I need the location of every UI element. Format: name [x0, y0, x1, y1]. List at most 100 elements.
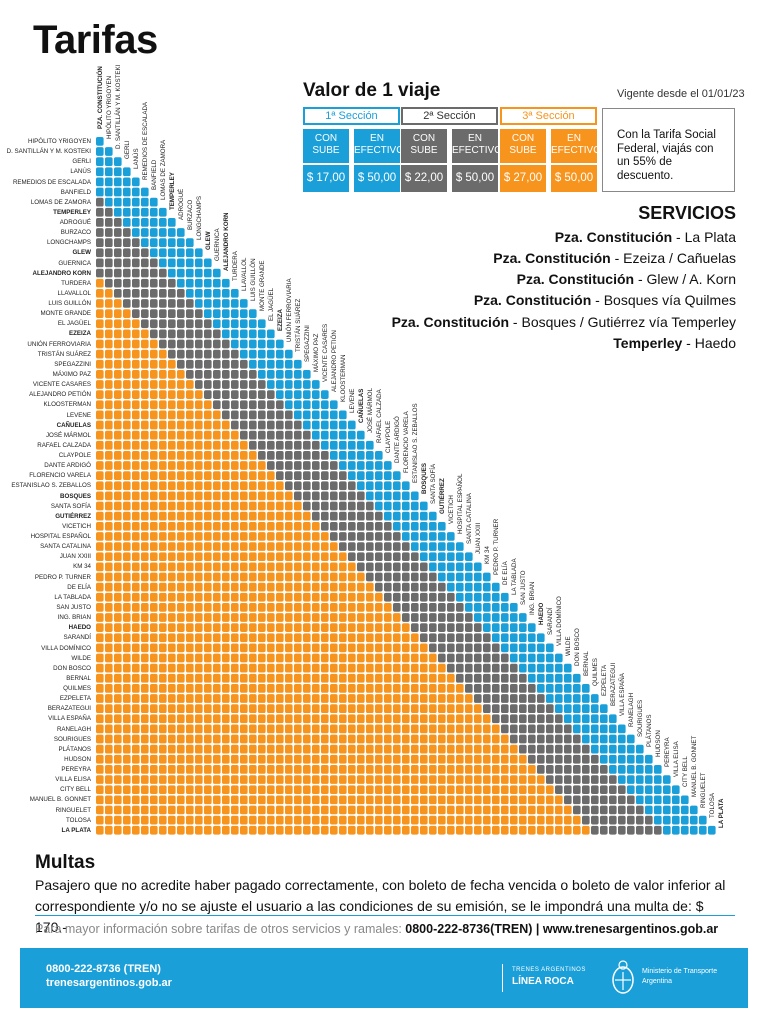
fare-cell: [501, 754, 509, 764]
fare-cell: [339, 552, 347, 562]
fare-cell: [222, 278, 230, 288]
fare-cell: [168, 501, 176, 511]
servicio-item: Pza. Constitución - Glew / A. Korn: [517, 271, 736, 287]
page-title: Tarifas: [33, 18, 158, 62]
fare-cell: [465, 724, 473, 734]
fare-cell: [294, 521, 302, 531]
fare-cell: [483, 684, 491, 693]
fare-cell: [573, 795, 581, 805]
fare-cell: [276, 623, 284, 632]
station-row-label: MANUEL B. GONNET: [29, 796, 91, 804]
fare-cell: [114, 157, 122, 166]
station-row-label: SAN JUSTO: [56, 603, 91, 611]
fare-cell: [330, 400, 338, 410]
station-row-label: TEMPERLEY: [53, 208, 91, 216]
fare-cell: [132, 775, 140, 784]
fare-cell: [240, 309, 248, 318]
fare-cell: [312, 724, 320, 734]
fare-cell: [447, 694, 455, 703]
fare-cell: [105, 815, 113, 825]
fare-cell: [96, 633, 104, 643]
fare-cell: [141, 744, 149, 754]
fare-cell: [96, 137, 104, 146]
fare-cell: [321, 582, 329, 592]
fare-cell: [114, 430, 122, 440]
fare-cell: [375, 724, 383, 734]
fare-cell: [294, 410, 302, 420]
fare-cell: [177, 785, 185, 795]
footer-phone[interactable]: 0800-222-8736 (TREN): [46, 963, 161, 975]
fare-cell: [204, 288, 212, 298]
fare-cell: [123, 775, 131, 784]
fare-cell: [177, 734, 185, 744]
fare-cell: [285, 744, 293, 754]
fare-cell: [123, 167, 131, 177]
fare-cell: [339, 592, 347, 602]
fare-cell: [222, 684, 230, 693]
fare-cell: [213, 329, 221, 339]
station-column-label: VILLA DOMÍNICO: [556, 595, 563, 646]
fare-cell: [618, 734, 626, 744]
fare-cell: [384, 471, 392, 481]
fare-cell: [384, 653, 392, 663]
fare-cell: [393, 602, 401, 612]
fare-cell: [123, 734, 131, 744]
fare-cell: [339, 542, 347, 551]
fare-cell: [330, 704, 338, 714]
fare-cell: [375, 653, 383, 663]
fare-cell: [141, 501, 149, 511]
fare-cell: [393, 704, 401, 714]
fare-cell: [105, 613, 113, 622]
station-row-label: GUERNICA: [58, 259, 91, 267]
fare-cell: [168, 613, 176, 622]
fare-cell: [429, 613, 437, 622]
fare-cell: [339, 724, 347, 734]
fare-cell: [195, 299, 203, 308]
fare-cell: [312, 613, 320, 622]
fare-cell: [159, 218, 167, 227]
fare-cell: [276, 744, 284, 754]
fare-cell: [177, 592, 185, 602]
fare-cell: [564, 673, 572, 683]
fare-cell: [501, 653, 509, 663]
fare-cell: [393, 765, 401, 774]
fare-cell: [519, 775, 527, 784]
fare-cell: [492, 684, 500, 693]
fare-cell: [222, 369, 230, 379]
fare-cell: [366, 744, 374, 754]
station-row-label: SANTA CATALINA: [40, 543, 91, 551]
station-row-label: SPEGAZZINI: [54, 360, 91, 368]
fare-cell: [249, 481, 257, 491]
fare-cell: [366, 552, 374, 562]
fare-cell: [231, 653, 239, 663]
fare-cell: [447, 572, 455, 582]
fare-cell: [321, 451, 329, 460]
fare-cell: [546, 805, 554, 815]
fare-cell: [114, 187, 122, 197]
fare-cell: [402, 562, 410, 572]
fare-cell: [132, 491, 140, 501]
fare-cell: [402, 663, 410, 673]
fare-cell: [276, 390, 284, 399]
fare-cell: [681, 805, 689, 815]
fare-cell: [510, 613, 518, 622]
fare-cell: [123, 542, 131, 551]
fare-cell: [528, 704, 536, 714]
fare-cell: [132, 714, 140, 724]
footer-web[interactable]: trenesargentinos.gob.ar: [46, 977, 172, 989]
fare-cell: [699, 815, 707, 825]
fare-cell: [357, 521, 365, 531]
fare-cell: [411, 653, 419, 663]
fare-cell: [114, 673, 122, 683]
fare-cell: [321, 714, 329, 724]
fare-cell: [186, 673, 194, 683]
fare-cell: [465, 815, 473, 825]
fare-cell: [150, 613, 158, 622]
fare-cell: [483, 572, 491, 582]
station-column-label: QUILMES: [592, 658, 599, 687]
fare-cell: [366, 521, 374, 531]
fare-cell: [420, 815, 428, 825]
fare-cell: [276, 582, 284, 592]
fare-cell: [321, 825, 329, 835]
info-contact[interactable]: 0800-222-8736(TREN) | www.trenesargentin…: [405, 922, 719, 936]
